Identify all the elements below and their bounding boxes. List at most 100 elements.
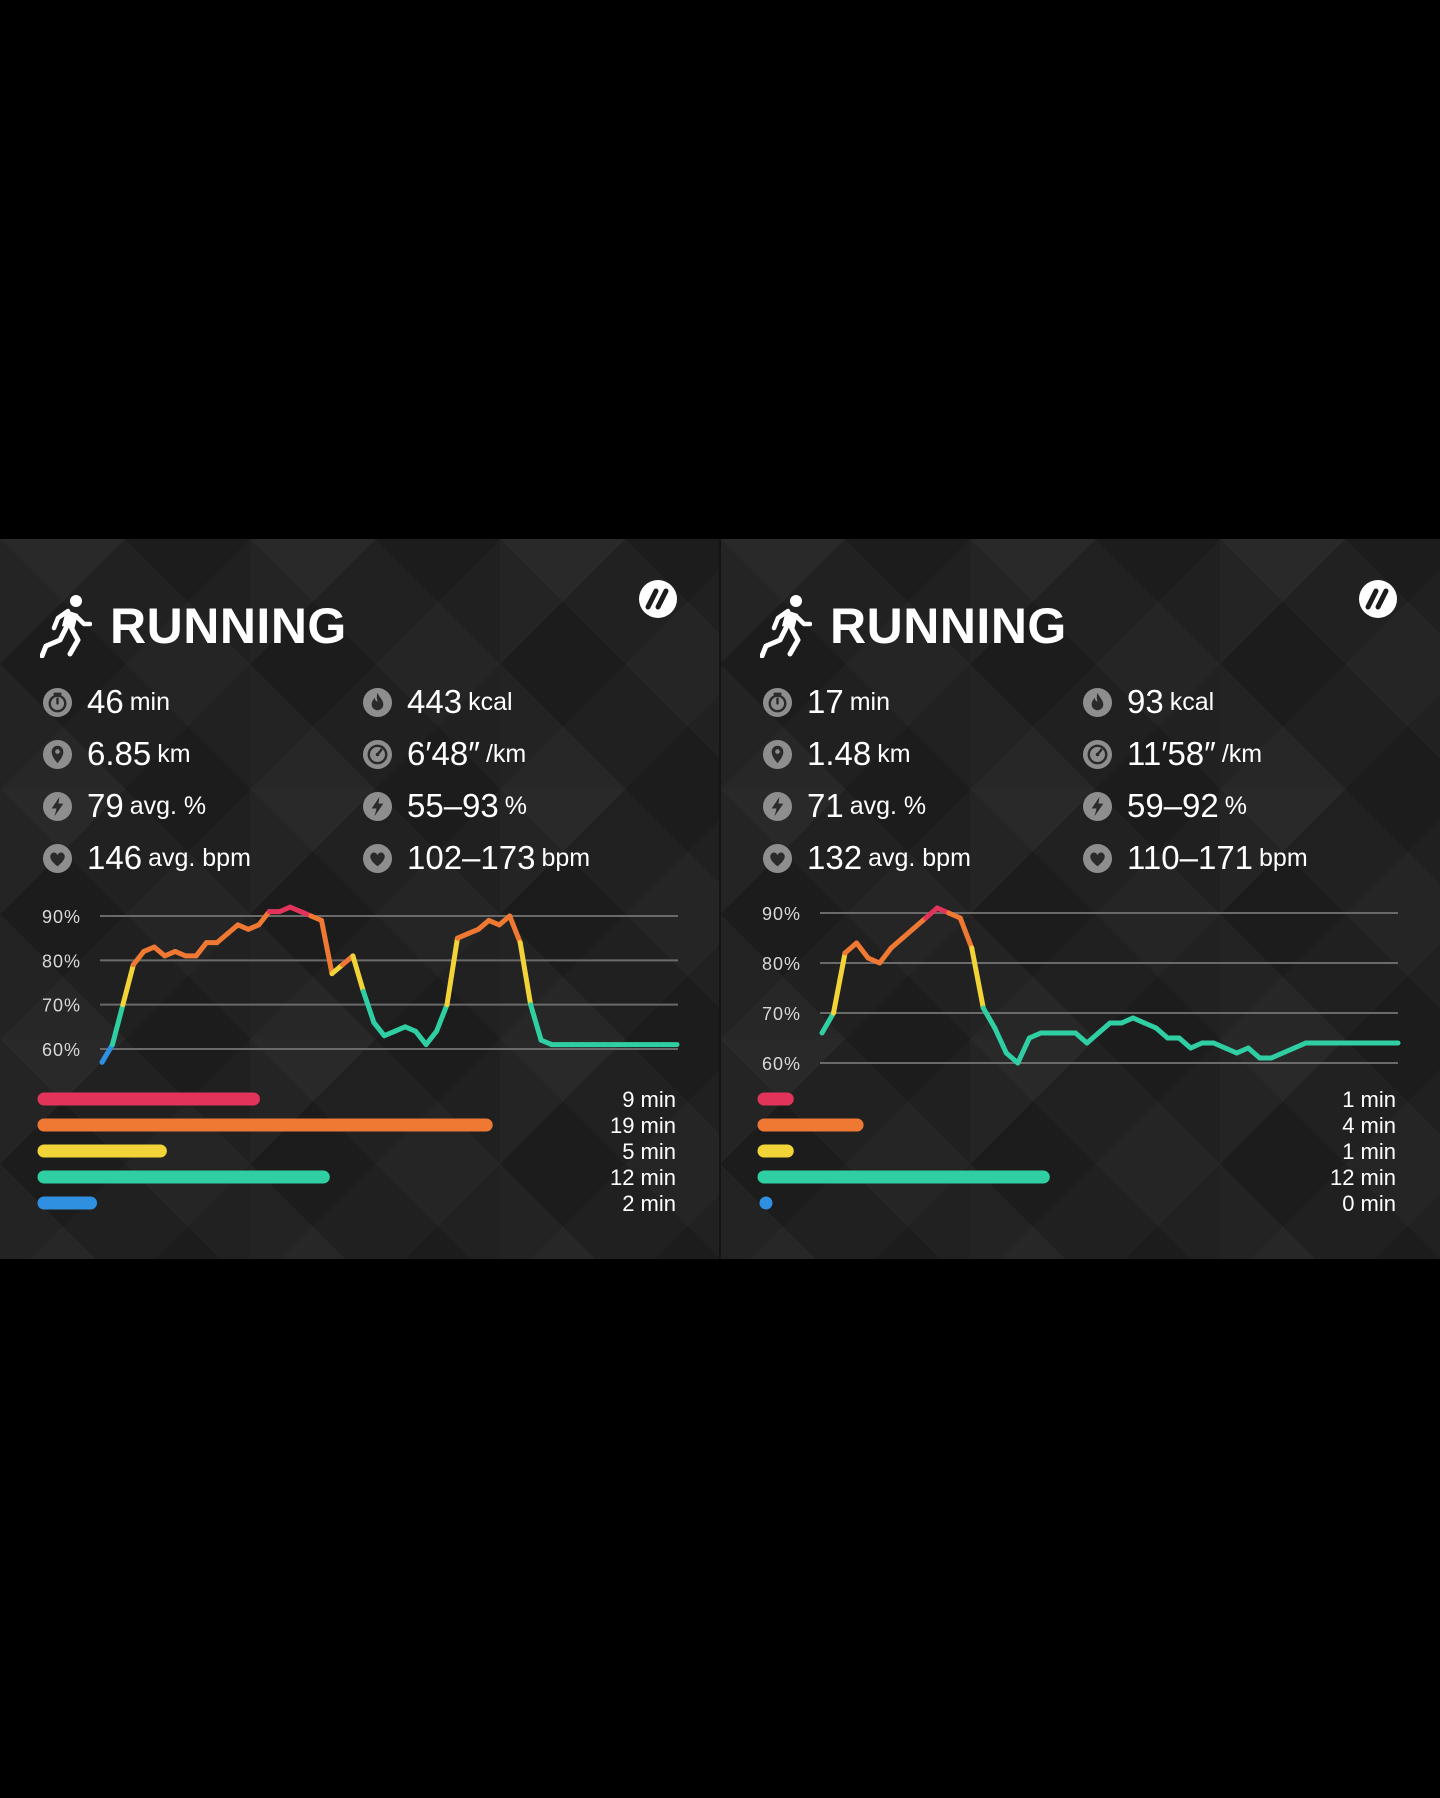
hr-line-segment [350, 953, 366, 994]
zone-duration-label: 12 min [1330, 1165, 1396, 1190]
hr-line-segment [831, 950, 848, 1016]
hr-line-segment [434, 1002, 450, 1034]
stat-unit: min [129, 687, 171, 716]
hr-line-segment [1176, 1035, 1194, 1051]
zone-duration-label: 2 min [622, 1191, 676, 1216]
calories-stat: 93 kcal [1082, 678, 1214, 726]
y-tick-label: 60% [42, 1040, 81, 1060]
hr-line-segment [877, 945, 894, 966]
hr-line-segment [423, 1028, 440, 1048]
stat-value: 55–93 [407, 787, 499, 824]
card-header: RUNNING [40, 591, 347, 661]
y-tick-label: 60% [762, 1054, 801, 1074]
hr-line-segment [819, 1010, 837, 1036]
card-divider [719, 539, 721, 1259]
hr-line-segment [193, 940, 210, 959]
location-pin-icon [762, 739, 793, 769]
pace-stat: 11′58″/km [1082, 730, 1262, 778]
bolt-icon [42, 791, 73, 821]
speedometer-icon [1082, 739, 1113, 769]
stat-value: 59–92 [1127, 787, 1219, 824]
stat-value: 102–173 [407, 839, 536, 876]
stat-value: 93 [1127, 683, 1164, 720]
intensity-range-stat: 59–92% [1082, 782, 1247, 830]
bolt-icon [762, 791, 793, 821]
stat-unit: kcal [1169, 687, 1215, 716]
duration-stat: 17 min [762, 678, 890, 726]
y-tick-label: 70% [42, 996, 81, 1016]
y-tick-label: 90% [42, 907, 81, 927]
avg-heart-rate-stat: 132 avg. bpm [762, 834, 971, 882]
heart-rate-chart: 90% 80% 70% 60% [762, 904, 1401, 1074]
hr-line-segment [130, 948, 147, 968]
y-tick-label: 80% [762, 954, 801, 974]
speedometer-icon [362, 739, 393, 769]
stat-value: 71 [807, 787, 844, 824]
stat-unit: avg. % [849, 791, 927, 820]
running-icon [760, 595, 812, 658]
stat-unit: kcal [468, 687, 513, 716]
zone-duration-label: 4 min [1342, 1113, 1396, 1138]
hr-line-segment [120, 962, 136, 1008]
stat-value: 110–171 [1127, 839, 1254, 876]
stopwatch-icon [42, 687, 73, 717]
zone-duration-label: 1 min [1342, 1139, 1396, 1164]
heart-rate-range-stat: 102–173 bpm [362, 834, 590, 882]
activity-title: RUNNING [830, 598, 1067, 654]
stat-value: 17 [807, 683, 844, 720]
hr-line-segment [969, 945, 986, 1011]
workout-summary-strip: RUNNING 46 min 443 kcal 6.85 km 6′48″/km 79 avg.… [0, 539, 1440, 1259]
hr-line-segment [1015, 1035, 1032, 1066]
y-tick-label: 90% [762, 904, 801, 924]
card-header: RUNNING [760, 591, 1067, 661]
stat-unit: % [504, 791, 527, 820]
zone-duration-label: 0 min [1342, 1191, 1396, 1216]
zone-duration-label: 9 min [622, 1087, 676, 1112]
stat-unit: avg. bpm [148, 843, 251, 872]
distance-stat: 6.85 km [42, 730, 191, 778]
hr-line-segment [528, 1002, 544, 1043]
hr-line-segment [1072, 1030, 1090, 1046]
heart-icon [362, 843, 393, 873]
heart-rate-chart: 90% 80% 70% 60% [42, 904, 680, 1065]
workout-card: RUNNING 17 min 93 kcal 1.48 km 11′58″/km 71 avg.… [720, 539, 1440, 1259]
running-icon [40, 595, 92, 658]
stat-unit: avg. % [129, 791, 207, 820]
heart-icon [1082, 843, 1113, 873]
pace-stat: 6′48″/km [362, 730, 526, 778]
flame-icon [362, 687, 393, 717]
stat-value: 443 [407, 683, 463, 720]
duration-stat: 46 min [42, 678, 170, 726]
hr-line-segment [360, 988, 377, 1025]
stopwatch-icon [762, 687, 793, 717]
stat-unit: bpm [541, 843, 591, 872]
hr-line-segment [842, 940, 860, 956]
hr-line-segment [371, 1019, 387, 1039]
y-tick-label: 70% [762, 1004, 801, 1024]
hr-line-segment [413, 1028, 429, 1048]
stat-value: 11′58″ [1127, 735, 1216, 772]
hr-line-segment [319, 917, 335, 977]
flame-icon [1082, 687, 1113, 717]
hr-line-segment [923, 905, 940, 921]
stat-unit: % [1224, 791, 1247, 820]
heart-rate-range-stat: 110–171 bpm [1082, 834, 1308, 882]
calories-stat: 443 kcal [362, 678, 513, 726]
stat-value: 6′48″ [407, 735, 480, 772]
bolt-icon [362, 791, 393, 821]
hr-line-segment [1084, 1030, 1101, 1046]
stat-unit: min [849, 687, 891, 716]
workout-card: RUNNING 46 min 443 kcal 6.85 km 6′48″/km 79 avg.… [0, 539, 720, 1259]
zone-duration-label: 19 min [610, 1113, 676, 1138]
stat-unit: avg. bpm [868, 843, 971, 872]
hr-line-segment [900, 925, 917, 941]
hr-line-segment [911, 915, 929, 931]
hr-line-segment [980, 1005, 998, 1031]
hr-line-segment [854, 940, 871, 961]
avg-heart-rate-stat: 146 avg. bpm [42, 834, 251, 882]
distance-stat: 1.48 km [762, 730, 911, 778]
stat-unit: /km [485, 739, 527, 768]
zone-duration-label: 5 min [622, 1139, 676, 1164]
heart-icon [762, 843, 793, 873]
